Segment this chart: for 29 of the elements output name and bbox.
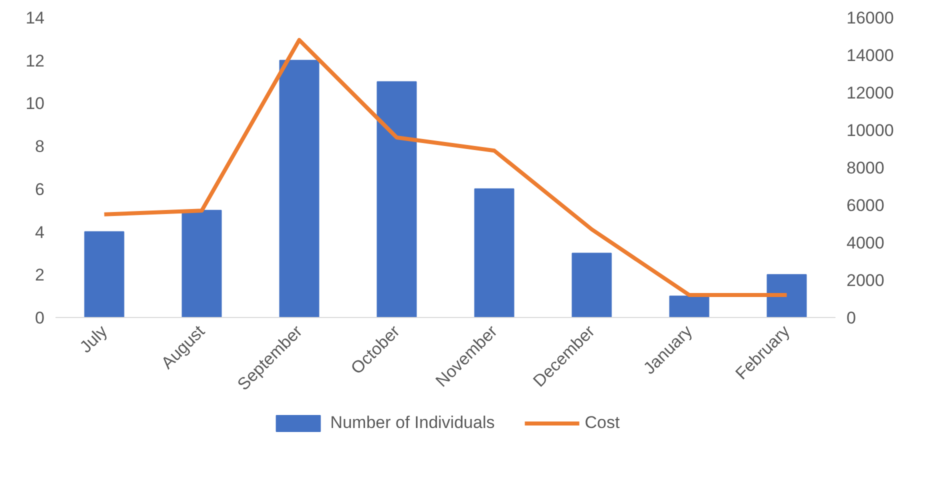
legend-label: Cost bbox=[584, 413, 620, 433]
y2-tick-label: 16000 bbox=[846, 8, 894, 28]
y-tick-label: 6 bbox=[35, 180, 45, 199]
y2-tick-label: 4000 bbox=[846, 234, 884, 252]
y-tick-label: 8 bbox=[35, 137, 45, 156]
bar bbox=[669, 296, 710, 318]
y2-tick-label: 0 bbox=[846, 308, 856, 328]
y-tick-label: 10 bbox=[26, 94, 45, 114]
bar bbox=[766, 274, 807, 318]
bar bbox=[279, 60, 320, 318]
y2-tick-label: 14000 bbox=[846, 46, 894, 65]
bar bbox=[376, 81, 417, 318]
bar bbox=[182, 210, 222, 318]
y-tick-label: 0 bbox=[35, 308, 45, 328]
y2-tick-label: 10000 bbox=[846, 121, 894, 140]
y2-tick-label: 6000 bbox=[846, 196, 884, 215]
x-tick-label: July bbox=[76, 321, 112, 357]
y2-tick-label: 8000 bbox=[846, 158, 884, 178]
y-tick-label: 2 bbox=[35, 266, 45, 285]
legend-label: Number of Individuals bbox=[330, 413, 495, 433]
line-series bbox=[102, 38, 789, 297]
y-tick-label: 12 bbox=[26, 51, 45, 70]
y2-tick-label: 12000 bbox=[846, 84, 894, 102]
bar bbox=[474, 188, 514, 318]
y-tick-label: 14 bbox=[26, 8, 45, 28]
bar bbox=[84, 231, 124, 318]
bar bbox=[572, 252, 612, 318]
y-tick-label: 4 bbox=[35, 222, 45, 242]
y2-tick-label: 2000 bbox=[846, 271, 884, 290]
